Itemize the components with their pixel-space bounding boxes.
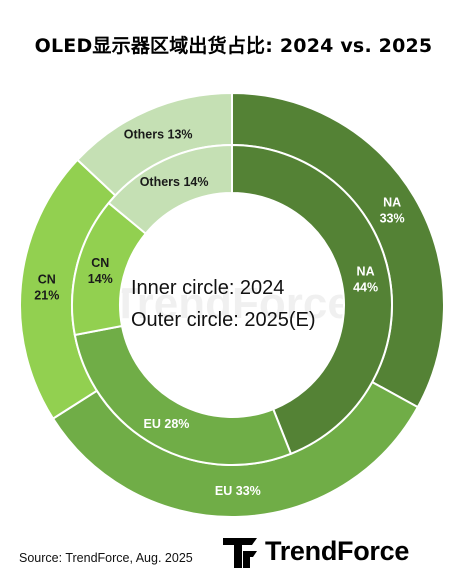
center-label-line1: Inner circle: 2024 — [131, 277, 284, 299]
watermark: TrendForce — [112, 279, 352, 328]
label-2025-eu: EU 33% — [215, 484, 261, 498]
center-label-line2: Outer circle: 2025(E) — [131, 309, 316, 331]
brand-logo: TrendForce — [221, 535, 457, 571]
label-2024-cn: CN 14% — [88, 256, 113, 286]
label-2024-na: NA 44% — [353, 265, 378, 295]
watermark-text: TrendForce — [112, 279, 352, 328]
label-2024-others: Others 14% — [140, 175, 209, 189]
slice-2024-others — [107, 143, 233, 236]
trendforce-logo-icon — [223, 538, 257, 568]
label-2025-others: Others 13% — [124, 127, 193, 141]
label-2024-eu: EU 28% — [144, 417, 190, 431]
slice-2024-na — [231, 143, 393, 456]
inner-ring-2024 — [71, 143, 393, 466]
chart-title: OLED显示器区域出货占比: 2024 vs. 2025 — [34, 35, 433, 57]
label-2025-na: NA 33% — [380, 195, 405, 225]
brand-name: TrendForce — [265, 536, 410, 566]
data-labels: NA 33% EU 33% CN 21% Others 13% NA 44% EU 28% CN 1… — [34, 127, 404, 498]
label-2025-cn: CN 21% — [34, 272, 59, 302]
source-note: Source: TrendForce, Aug. 2025 — [19, 551, 193, 565]
